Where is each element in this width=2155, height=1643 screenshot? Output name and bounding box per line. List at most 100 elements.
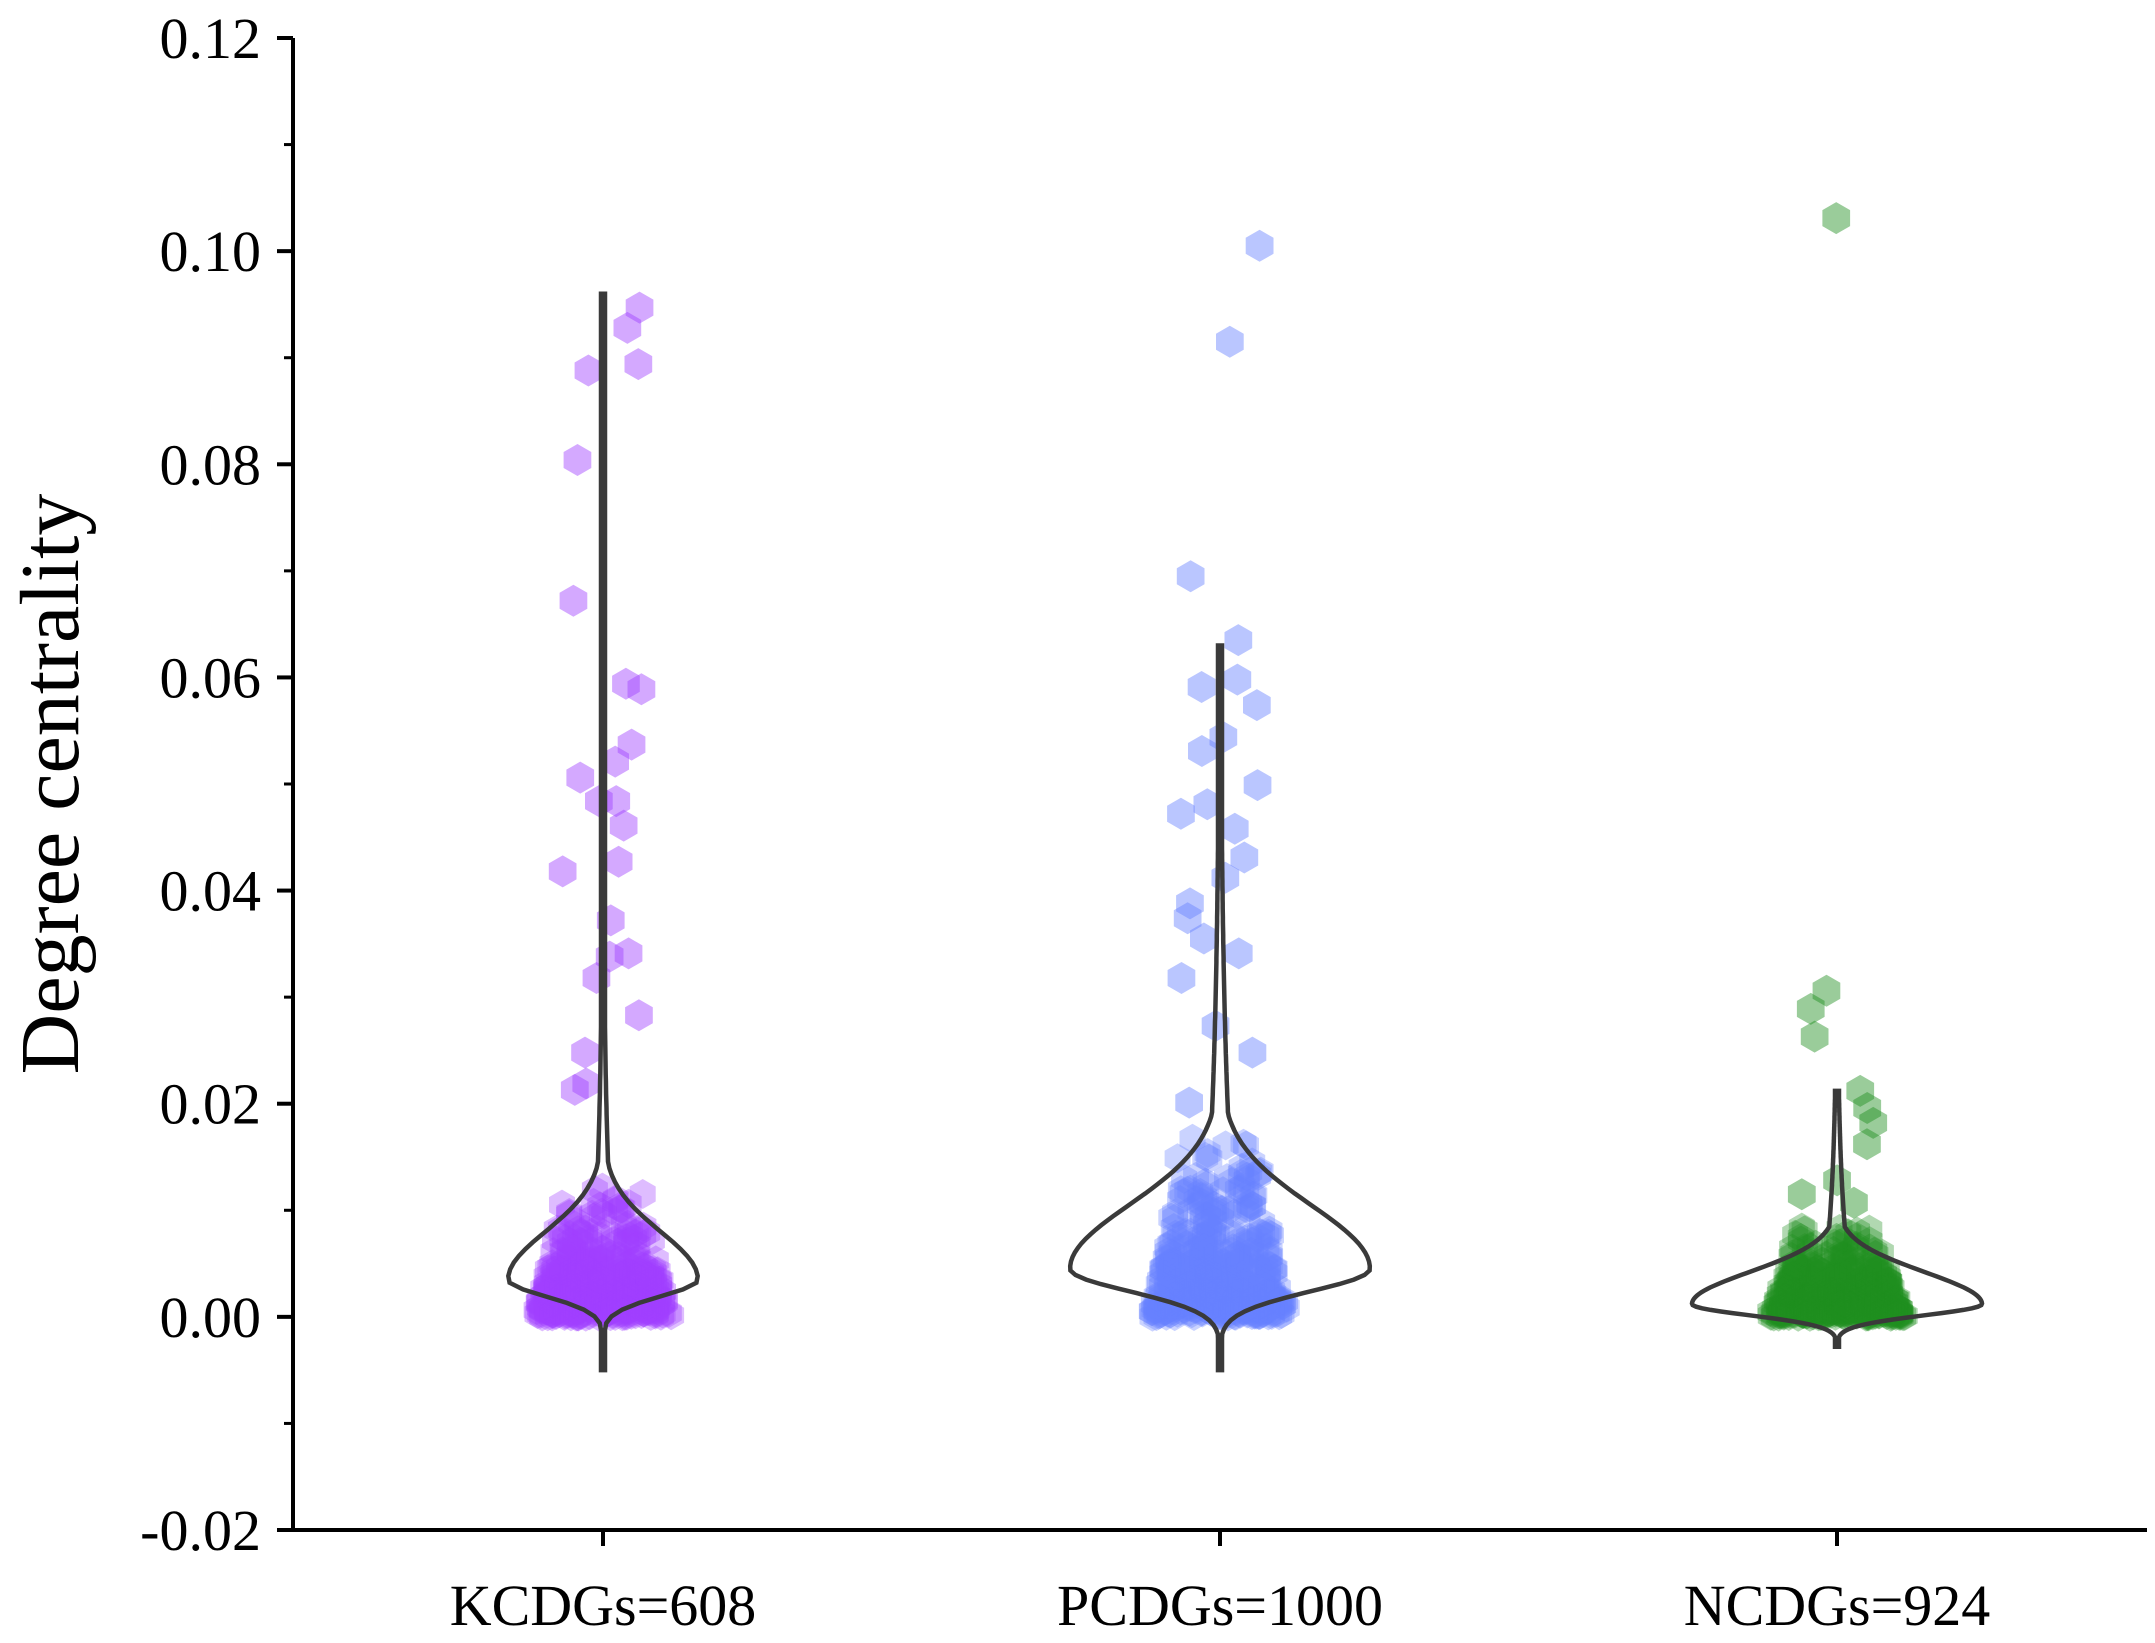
data-point <box>1230 841 1259 874</box>
data-point <box>1797 1284 1824 1314</box>
data-point <box>556 1227 583 1258</box>
data-point <box>1201 1205 1228 1236</box>
data-point <box>568 1218 595 1249</box>
data-point <box>1829 1264 1856 1295</box>
data-point <box>1191 1259 1218 1290</box>
data-point <box>1773 1294 1799 1325</box>
data-point <box>1779 1261 1806 1292</box>
data-point <box>1817 1264 1844 1295</box>
data-point <box>556 1257 583 1288</box>
data-point <box>1187 1177 1214 1208</box>
data-point <box>1813 1286 1840 1317</box>
data-point <box>1240 1280 1267 1310</box>
data-point <box>588 1197 615 1228</box>
data-point <box>1880 1287 1907 1318</box>
data-point <box>1823 1282 1850 1313</box>
data-point <box>1800 1256 1827 1287</box>
data-point <box>638 1225 665 1256</box>
data-point <box>1867 1295 1894 1326</box>
data-point <box>1166 1220 1193 1251</box>
data-point <box>574 354 603 387</box>
data-point <box>1876 1266 1903 1297</box>
data-point <box>1824 1285 1851 1316</box>
data-point <box>610 1258 637 1289</box>
data-point <box>1200 1190 1227 1221</box>
data-point <box>1765 1286 1792 1317</box>
data-point <box>1245 1223 1272 1254</box>
data-point <box>1859 1264 1885 1295</box>
data-point <box>1868 1253 1894 1284</box>
data-point <box>1161 1269 1188 1300</box>
data-point <box>1210 1176 1236 1207</box>
data-point <box>1837 1290 1864 1321</box>
data-point <box>1792 1254 1819 1285</box>
data-point <box>591 1279 618 1310</box>
data-point <box>1829 1286 1856 1316</box>
data-point <box>655 1297 682 1328</box>
data-point <box>1808 1257 1835 1288</box>
data-point <box>1867 1286 1893 1317</box>
data-point <box>1203 1253 1229 1284</box>
data-point <box>1189 1239 1216 1270</box>
data-point <box>1200 1219 1227 1250</box>
data-point <box>1769 1276 1796 1307</box>
data-point <box>1877 1271 1904 1302</box>
data-point <box>551 1300 578 1331</box>
data-point <box>1192 1293 1219 1324</box>
data-point <box>1188 1187 1215 1218</box>
data-point <box>1162 1203 1189 1234</box>
data-point <box>1261 1253 1288 1284</box>
data-point <box>572 1289 599 1320</box>
data-point <box>1866 1258 1893 1289</box>
data-point <box>1167 1185 1194 1215</box>
data-point <box>636 1287 663 1318</box>
data-point <box>585 1289 612 1320</box>
data-point <box>1152 1243 1179 1274</box>
data-point <box>591 1199 617 1230</box>
data-point <box>632 1273 658 1304</box>
data-point <box>1190 1251 1217 1281</box>
data-point <box>1775 1267 1802 1298</box>
data-point <box>1233 1165 1260 1196</box>
data-point <box>1877 1282 1904 1313</box>
data-point <box>1849 1280 1875 1311</box>
data-point <box>565 1244 592 1275</box>
y-tick-label: 0.08 <box>160 432 262 497</box>
data-point <box>1801 1256 1827 1287</box>
data-point <box>1224 1174 1251 1205</box>
data-point <box>581 1282 608 1313</box>
data-point <box>1839 1254 1866 1285</box>
data-point <box>1791 1215 1818 1246</box>
data-point <box>1192 1229 1219 1260</box>
data-point <box>1226 1250 1253 1281</box>
data-point <box>647 1265 674 1296</box>
data-point <box>1831 1297 1858 1328</box>
data-point <box>1870 1266 1897 1297</box>
data-point <box>1827 1286 1854 1317</box>
data-point <box>1799 1264 1826 1295</box>
data-point <box>558 1270 585 1301</box>
data-point <box>578 1263 605 1294</box>
data-point <box>604 1264 631 1295</box>
data-point <box>1787 1178 1816 1211</box>
data-point <box>1864 1288 1891 1319</box>
data-point <box>587 1243 614 1274</box>
data-point <box>533 1295 560 1326</box>
data-point <box>1817 1277 1844 1308</box>
data-point <box>1246 1157 1273 1188</box>
data-point <box>1817 1272 1843 1303</box>
data-point <box>1792 1294 1818 1325</box>
data-point <box>1187 1247 1214 1278</box>
data-point <box>575 1254 602 1285</box>
data-point <box>1158 1202 1185 1233</box>
data-point <box>588 1268 615 1299</box>
data-point <box>586 1284 612 1315</box>
data-point <box>1782 1219 1809 1250</box>
data-point <box>1862 1289 1889 1320</box>
data-point <box>1789 1292 1816 1323</box>
data-point <box>1813 1240 1840 1271</box>
data-point <box>647 1300 674 1331</box>
data-point <box>602 785 631 818</box>
data-point <box>587 1278 614 1308</box>
data-point <box>542 1297 569 1328</box>
